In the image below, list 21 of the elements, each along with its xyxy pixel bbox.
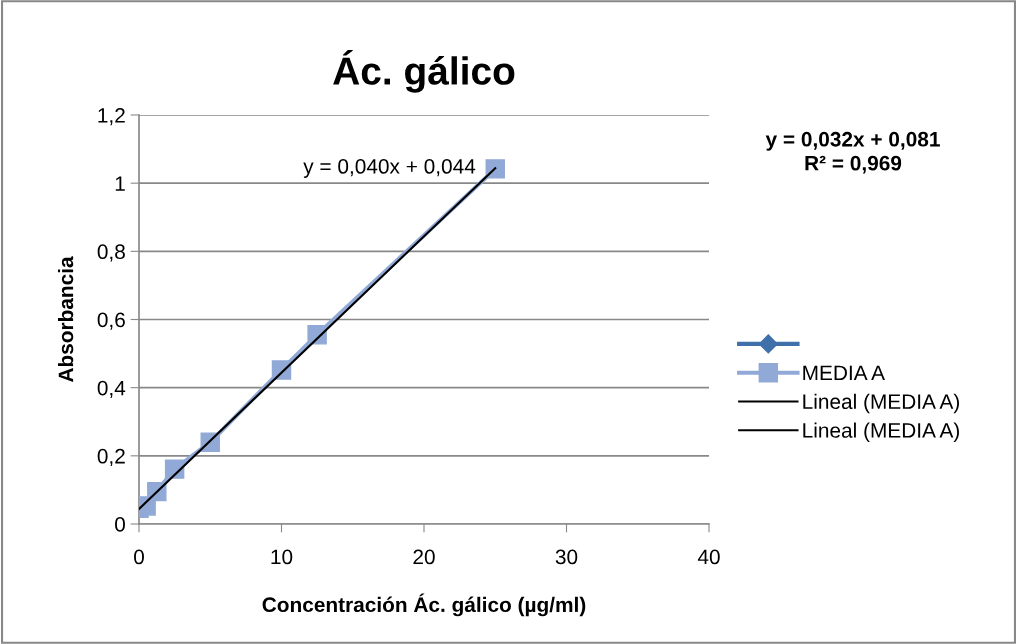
y-tick-label: 0,8	[97, 244, 125, 262]
annotation: y = 0,040x + 0,044	[303, 159, 476, 178]
y-axis-title: Absorbancia	[57, 256, 74, 383]
x-axis-title: Concentración Ác. gálico (µg/ml)	[262, 593, 586, 617]
x-tick-label: 10	[271, 549, 293, 565]
chart-title: Ác. gálico	[333, 49, 515, 93]
legend-label: Lineal (MEDIA A)	[803, 393, 959, 414]
legend-label: MEDIA A	[803, 365, 885, 381]
y-tick-label: 1,2	[98, 108, 125, 126]
x-tick-label: 20	[413, 549, 435, 565]
text: y = 0,032x + 0,081 R² = 0,969	[765, 131, 940, 174]
y-tick-label: 0	[115, 517, 125, 532]
y-tick-label: 1	[115, 176, 125, 191]
x-tick-label: 30	[555, 549, 578, 565]
y-tick-label: 0,2	[97, 448, 125, 467]
legend-label: Lineal (MEDIA A)	[803, 422, 959, 442]
x-tick-label: 40	[697, 549, 720, 565]
y-tick-label: 0,4	[97, 380, 126, 398]
x-tick-label: 0	[134, 549, 144, 565]
point	[485, 159, 505, 179]
y-tick-label: 0,6	[97, 312, 125, 330]
